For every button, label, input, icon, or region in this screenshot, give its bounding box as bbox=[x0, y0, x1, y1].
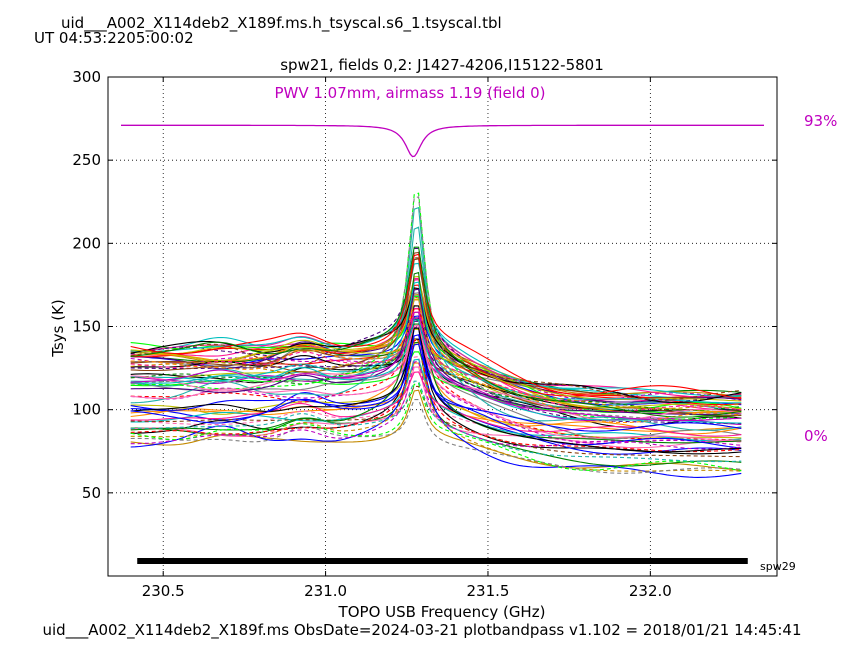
series-line bbox=[130, 334, 742, 432]
y-tick-label: 300 bbox=[72, 68, 101, 86]
atm-percent-bottom: 0% bbox=[804, 427, 828, 445]
series-group bbox=[130, 192, 742, 478]
series-line bbox=[130, 380, 742, 463]
series-line bbox=[130, 299, 742, 424]
x-axis-label: TOPO USB Frequency (GHz) bbox=[338, 603, 546, 621]
series-line bbox=[130, 324, 742, 443]
chart-title-time: UT 04:53:2205:00:02 bbox=[34, 29, 194, 47]
series-line bbox=[130, 360, 742, 450]
series-line bbox=[130, 320, 742, 425]
series-line bbox=[130, 206, 742, 431]
series-line bbox=[130, 319, 742, 424]
series-line bbox=[130, 298, 742, 413]
series-line bbox=[130, 399, 742, 474]
x-tick-label: 231.0 bbox=[304, 582, 347, 600]
chart-subtitle: spw21, fields 0,2: J1427-4206,I15122-580… bbox=[280, 56, 604, 74]
footer-text: uid___A002_X114deb2_X189f.ms ObsDate=202… bbox=[42, 621, 802, 639]
series-line bbox=[130, 257, 742, 401]
x-tick-label: 230.5 bbox=[142, 582, 185, 600]
series-line bbox=[130, 328, 742, 410]
x-tick-label: 231.5 bbox=[466, 582, 509, 600]
y-tick-label: 100 bbox=[72, 401, 101, 419]
series-line bbox=[130, 196, 742, 421]
series-line bbox=[130, 253, 742, 400]
series-line bbox=[130, 246, 742, 418]
series-line bbox=[130, 339, 742, 472]
axis-ticks: 230.5 231.0 231.5 232.0 50 100 150 200 250 300 bbox=[72, 68, 777, 600]
atm-percent-top: 93% bbox=[804, 112, 838, 130]
y-tick-label: 250 bbox=[72, 151, 101, 169]
atm-transmission-line bbox=[121, 124, 764, 158]
spw-tag: spw29 bbox=[760, 560, 796, 573]
series-line bbox=[130, 327, 742, 478]
x-tick-label: 232.0 bbox=[629, 582, 672, 600]
series-line bbox=[130, 311, 742, 422]
pwv-annotation: PWV 1.07mm, airmass 1.19 (field 0) bbox=[274, 84, 546, 102]
series-line bbox=[130, 325, 742, 421]
atm-transmission-group bbox=[121, 124, 764, 158]
series-line bbox=[130, 343, 742, 449]
series-line bbox=[130, 296, 742, 441]
y-tick-label: 150 bbox=[72, 318, 101, 336]
series-line bbox=[130, 355, 742, 443]
series-line bbox=[130, 271, 742, 444]
series-line bbox=[130, 339, 742, 453]
y-tick-label: 50 bbox=[82, 484, 101, 502]
series-line bbox=[130, 366, 742, 449]
series-line bbox=[130, 382, 742, 472]
grid-lines bbox=[108, 76, 777, 576]
y-tick-label: 200 bbox=[72, 234, 101, 252]
chart-title-filename: uid___A002_X114deb2_X189f.ms.h_tsyscal.s… bbox=[61, 14, 502, 32]
